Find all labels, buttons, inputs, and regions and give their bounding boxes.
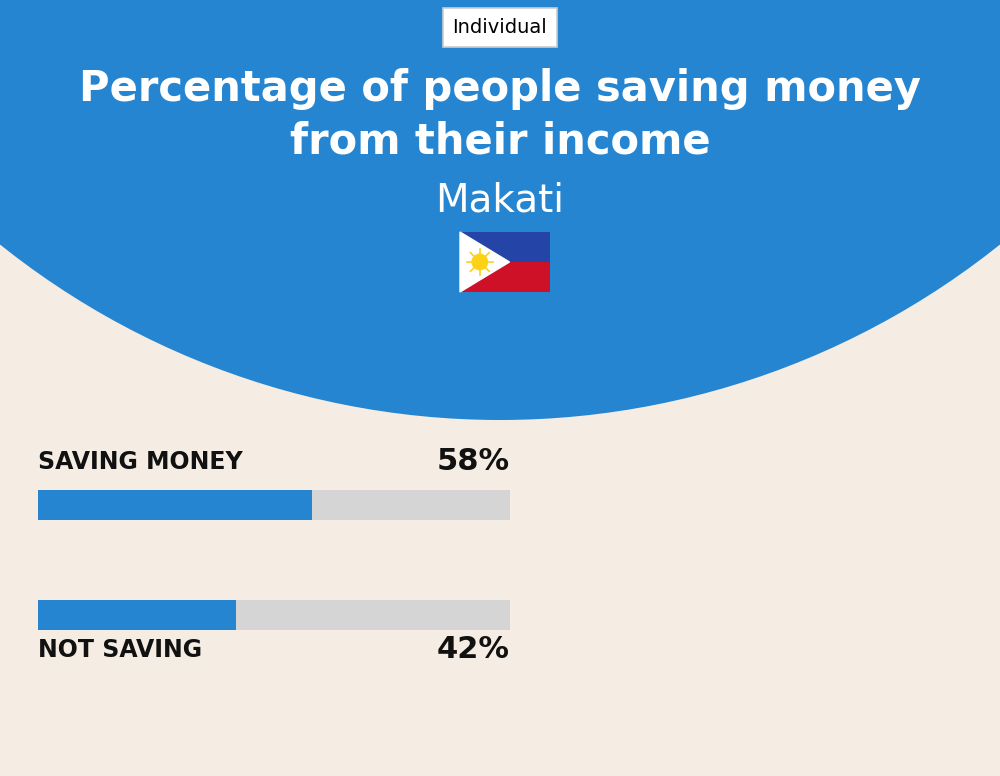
Text: from their income: from their income [290,120,710,162]
Text: Individual: Individual [453,18,547,37]
Circle shape [471,254,488,270]
Text: Makati: Makati [436,182,564,220]
Text: NOT SAVING: NOT SAVING [38,638,202,662]
FancyBboxPatch shape [38,600,510,630]
Text: 58%: 58% [437,448,510,476]
Text: SAVING MONEY: SAVING MONEY [38,450,243,474]
FancyBboxPatch shape [38,490,510,520]
FancyBboxPatch shape [460,232,550,262]
FancyBboxPatch shape [460,262,550,292]
FancyBboxPatch shape [38,490,312,520]
Ellipse shape [0,0,1000,420]
FancyBboxPatch shape [38,600,236,630]
Text: Percentage of people saving money: Percentage of people saving money [79,68,921,110]
Text: 42%: 42% [437,636,510,664]
Polygon shape [460,232,510,292]
FancyBboxPatch shape [460,232,550,292]
